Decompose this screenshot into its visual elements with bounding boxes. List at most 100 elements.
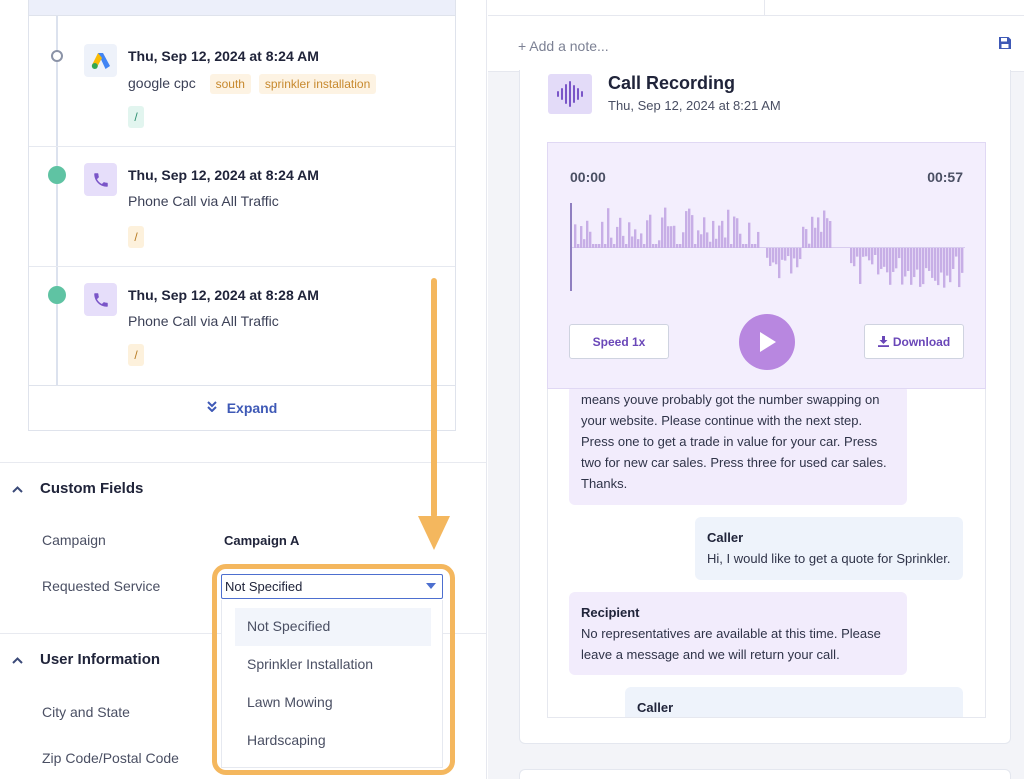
- requested-service-options: Not Specified Sprinkler Installation Law…: [221, 600, 443, 768]
- waveform[interactable]: [570, 203, 965, 293]
- timeline-dot: [48, 286, 66, 304]
- waveform-bar: [802, 226, 805, 248]
- waveform-bar: [730, 244, 733, 248]
- transcript-message-recipient: Recipient No representatives are availab…: [569, 592, 907, 675]
- call-recording-card: Call Recording Thu, Sep 12, 2024 at 8:21…: [519, 70, 1011, 744]
- waveform-bar: [859, 248, 862, 284]
- timeline-dot: [48, 166, 66, 184]
- waveform-bar: [874, 248, 877, 256]
- total-time: 00:57: [927, 169, 963, 185]
- waveform-bar: [646, 220, 649, 248]
- waveform-bar: [709, 241, 712, 248]
- waveform-bar: [856, 248, 859, 257]
- option-hardscaping[interactable]: Hardscaping: [247, 732, 326, 748]
- waveform-bar: [940, 248, 943, 273]
- waveform-bar: [745, 244, 748, 248]
- timeline-item-source: Phone Call via All Traffic: [128, 193, 279, 209]
- custom-fields-heading: Custom Fields: [40, 479, 144, 497]
- message-line: No representatives are available at this…: [581, 626, 881, 641]
- waveform-bar: [883, 248, 886, 267]
- message-line: leave a message and we will return your …: [581, 647, 840, 662]
- highlight-frame: [212, 564, 455, 775]
- waveform-bar: [823, 210, 826, 248]
- waveform-bar: [610, 237, 613, 248]
- option-lawn-mowing[interactable]: Lawn Mowing: [247, 694, 333, 710]
- play-button[interactable]: [739, 314, 795, 370]
- waveform-bar: [880, 248, 883, 269]
- waveform-bar: [661, 217, 664, 248]
- waveform-bar: [952, 248, 955, 269]
- double-chevron-down-icon: [206, 401, 217, 415]
- recording-title: Call Recording: [608, 73, 736, 93]
- waveform-bar: [772, 248, 775, 263]
- expand-label: Expand: [226, 400, 278, 416]
- waveform-bar: [676, 244, 679, 248]
- download-button[interactable]: Download: [864, 324, 964, 359]
- zip-code-label: Zip Code/Postal Code: [42, 750, 179, 766]
- waveform-bar: [889, 248, 892, 285]
- waveform-bar: [820, 231, 823, 248]
- waveform-bar: [586, 220, 589, 248]
- playhead[interactable]: [570, 203, 572, 291]
- waveform-bar: [748, 222, 751, 248]
- waveform-bar: [898, 248, 901, 259]
- waveform-bar: [739, 233, 742, 248]
- waveform-bar: [580, 226, 583, 248]
- option-not-specified[interactable]: Not Specified: [235, 608, 431, 646]
- transcript-message-recipient: means youve probably got the number swap…: [569, 389, 907, 505]
- waveform-bar: [655, 244, 658, 248]
- phone-icon: [84, 283, 117, 316]
- audio-player: 00:00 00:57 Speed 1x Download: [547, 142, 986, 389]
- waveform-bar: [736, 218, 739, 248]
- waveform-bar: [805, 229, 808, 248]
- waveform-bar: [658, 240, 661, 248]
- annotation-arrow-head: [418, 516, 450, 550]
- waveform-bar: [922, 248, 925, 285]
- waveform-bar: [886, 248, 889, 273]
- waveform-bar: [934, 248, 937, 281]
- waveform-bar: [907, 248, 910, 271]
- add-note-input[interactable]: + Add a note...: [518, 38, 609, 54]
- recording-date: Thu, Sep 12, 2024 at 8:21 AM: [608, 98, 781, 113]
- waveform-bar: [670, 226, 673, 248]
- transcript: means youve probably got the number swap…: [547, 389, 986, 718]
- timeline-item-source: Phone Call via All Traffic: [128, 313, 279, 329]
- activity-timeline: Thu, Sep 12, 2024 at 8:24 AM google cpc …: [28, 0, 456, 431]
- current-time: 00:00: [570, 169, 606, 185]
- waveform-bar: [928, 248, 931, 271]
- campaign-value: Campaign A: [224, 533, 300, 548]
- option-sprinkler-installation[interactable]: Sprinkler Installation: [247, 656, 374, 672]
- download-icon: [877, 336, 889, 347]
- expand-button[interactable]: Expand: [29, 385, 455, 430]
- timeline-item-title: Thu, Sep 12, 2024 at 8:28 AM: [128, 287, 319, 303]
- waveform-bar: [901, 248, 904, 285]
- waveform-bar: [784, 248, 787, 261]
- tab-strip: [488, 0, 1024, 16]
- waveform-bar: [649, 214, 652, 248]
- waveform-bar: [796, 248, 799, 268]
- custom-fields-header[interactable]: Custom Fields: [0, 463, 486, 513]
- speaker-name: Recipient: [581, 605, 640, 620]
- waveform-bar: [949, 248, 952, 283]
- annotation-arrow-shaft: [431, 278, 437, 518]
- waveform-bar: [913, 248, 916, 278]
- waveform-bar: [946, 248, 949, 276]
- user-information-header[interactable]: User Information: [0, 634, 486, 684]
- waveform-bar: [700, 234, 703, 248]
- requested-service-select[interactable]: Not Specified: [221, 574, 443, 599]
- waveform-bar: [685, 211, 688, 248]
- save-icon[interactable]: [998, 36, 1012, 50]
- waveform-bar: [622, 235, 625, 248]
- waveform-bar: [814, 227, 817, 248]
- play-icon: [760, 332, 776, 352]
- waveform-bar: [718, 225, 721, 248]
- speaker-name: Caller: [637, 700, 674, 715]
- timeline-line: [56, 16, 58, 386]
- waveform-bar: [733, 216, 736, 248]
- waveform-bar: [793, 248, 796, 259]
- waveform-bar: [811, 216, 814, 248]
- speed-button[interactable]: Speed 1x: [569, 324, 669, 359]
- waveform-bar: [664, 207, 667, 248]
- timeline-item: Thu, Sep 12, 2024 at 8:28 AM Phone Call …: [29, 267, 455, 385]
- waveform-bar: [904, 248, 907, 277]
